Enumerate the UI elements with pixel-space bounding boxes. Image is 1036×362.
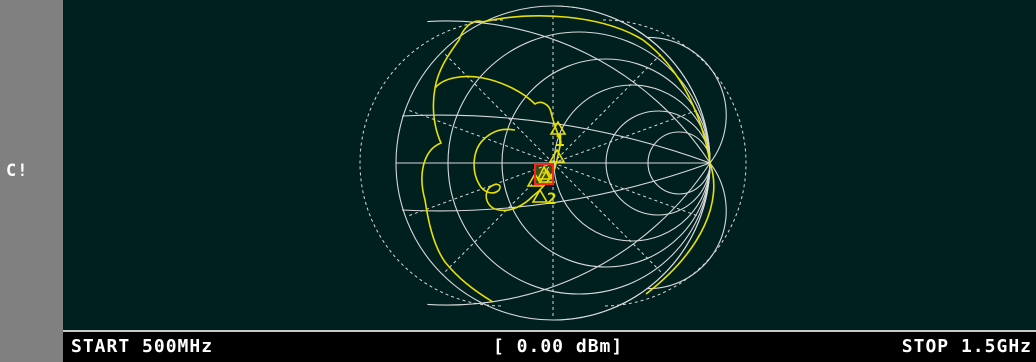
reactance-arc <box>427 20 711 164</box>
reactance-arc <box>401 162 711 212</box>
reactance-arc <box>647 162 727 290</box>
radial-line <box>552 51 664 164</box>
reactance-arc <box>552 5 711 164</box>
marker-1[interactable]: 1 <box>549 120 567 150</box>
radial-line <box>552 162 664 275</box>
dashed-arc <box>359 19 504 307</box>
channel-label: C! <box>6 161 29 181</box>
marker-triangle <box>548 148 566 163</box>
radial-line <box>552 162 699 217</box>
active-marker-triangle <box>536 165 552 180</box>
marker-triangle <box>526 172 544 187</box>
marker-stack <box>526 148 566 187</box>
radial-line <box>407 162 554 217</box>
marker-2-triangle <box>531 188 549 203</box>
channel-strip: C! <box>0 0 63 362</box>
reactance-arc <box>427 162 711 306</box>
status-bar: START 500MHz [ 0.00 dBm] STOP 1.5GHz <box>63 330 1036 362</box>
smith-chart: 1 2 <box>359 5 747 321</box>
radial-line <box>552 109 699 164</box>
source-power: [ 0.00 dBm] <box>493 336 624 357</box>
radial-line <box>407 109 554 164</box>
active-marker[interactable] <box>534 163 554 185</box>
radial-line <box>442 51 554 164</box>
start-frequency: START 500MHz <box>71 336 214 357</box>
reactance-arc <box>647 36 727 164</box>
measurement-trace <box>421 15 715 303</box>
marker-1-label: 1 <box>555 131 565 150</box>
smith-grid <box>395 5 727 321</box>
smith-chart-display: 1 2 <box>63 0 1036 330</box>
marker-1-triangle <box>549 120 567 135</box>
stop-frequency: STOP 1.5GHz <box>901 336 1032 357</box>
reactance-arc <box>552 162 711 321</box>
marker-2-label: 2 <box>547 189 557 208</box>
smith-grid-dashed <box>359 8 747 318</box>
marker-2[interactable]: 2 <box>531 188 557 208</box>
marker-triangle <box>538 168 556 183</box>
dashed-arc <box>602 19 747 307</box>
